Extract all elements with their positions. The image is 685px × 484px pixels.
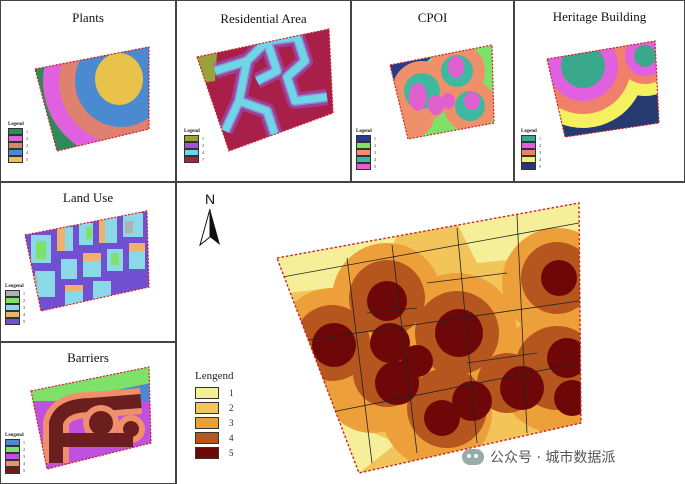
legend-item: 2 <box>521 142 541 149</box>
north-label: N <box>204 191 216 207</box>
legend-item: 5 <box>195 445 234 460</box>
legend-item: 7 <box>184 156 204 163</box>
legend-title: Lengend <box>5 284 24 289</box>
legend-item: 3 <box>521 149 541 156</box>
panel-title: Barriers <box>67 350 109 365</box>
legend-item: 2 <box>195 400 234 415</box>
legend-item: 5 <box>356 163 376 170</box>
legend-item: 2 <box>8 135 28 142</box>
wechat-icon <box>462 449 484 465</box>
legend-item: 5 <box>5 318 25 325</box>
plants-legend: Legend 1 2 3 4 5 <box>8 122 28 163</box>
watermark-text: 公众号 · 城市数据派 <box>490 450 616 466</box>
legend-item: 1 <box>195 385 234 400</box>
legend-item: 3 <box>356 149 376 156</box>
landuse-map <box>24 210 150 312</box>
legend-item: 1 <box>5 439 25 446</box>
legend-item: 4 <box>184 149 204 156</box>
barriers-panel: Barriers Lengend 1 2 3 4 5 <box>0 342 176 484</box>
legend-item: 1 <box>521 135 541 142</box>
plants-panel: Plants Legend 1 2 3 4 5 <box>0 0 176 182</box>
barriers-legend: Lengend 1 2 3 4 5 <box>5 433 25 474</box>
legend-item: 2 <box>5 297 25 304</box>
composite-panel: N <box>176 182 685 484</box>
legend-item: 5 <box>521 163 541 170</box>
cpoi-legend: Legend 1 2 3 4 5 <box>356 129 376 170</box>
residential-panel: Residential Area Legend 1 3 4 7 <box>176 0 351 182</box>
legend-item: 1 <box>8 128 28 135</box>
residential-map <box>196 28 334 152</box>
cpoi-map <box>389 44 495 140</box>
heritage-legend: Legend 1 2 3 4 5 <box>521 129 541 170</box>
legend-item: 1 <box>356 135 376 142</box>
legend-item: 5 <box>5 467 25 474</box>
legend-item: 3 <box>195 415 234 430</box>
north-arrow-icon <box>199 208 220 247</box>
legend-item: 2 <box>356 142 376 149</box>
legend-item: 2 <box>5 446 25 453</box>
heritage-map <box>546 40 660 138</box>
panel-title: Land Use <box>62 190 114 205</box>
legend-item: 3 <box>8 142 28 149</box>
legend-item: 1 <box>5 290 25 297</box>
legend-item: 4 <box>8 149 28 156</box>
legend-item: 5 <box>8 156 28 163</box>
watermark: 公众号 · 城市数据派 <box>462 447 615 467</box>
composite-map <box>276 202 582 474</box>
composite-legend: Lengend 1 2 3 4 5 <box>195 370 234 460</box>
north-arrow: N <box>197 191 223 249</box>
landuse-panel: Land Use <box>0 182 176 342</box>
legend-item: 3 <box>184 142 204 149</box>
legend-item: 4 <box>5 460 25 467</box>
legend-item: 1 <box>184 135 204 142</box>
legend-title: Lengend <box>5 433 24 438</box>
legend-item: 4 <box>195 430 234 445</box>
cpoi-panel: CPOI Legend 1 2 3 4 5 <box>351 0 514 182</box>
legend-item: 4 <box>521 156 541 163</box>
panel-title: Residential Area <box>220 11 307 26</box>
landuse-legend: Lengend 1 2 3 4 5 <box>5 284 25 325</box>
legend-item: 3 <box>5 304 25 311</box>
barriers-map <box>30 366 152 470</box>
legend-title: Legend <box>521 129 537 134</box>
heritage-panel: Heritage Building Legend 1 2 3 4 5 <box>514 0 685 182</box>
panel-title: Heritage Building <box>552 9 647 24</box>
legend-item: 3 <box>5 453 25 460</box>
legend-title: Legend <box>184 129 200 134</box>
panel-title: CPOI <box>417 10 448 25</box>
legend-item: 4 <box>356 156 376 163</box>
legend-title: Legend <box>356 129 372 134</box>
legend-item: 4 <box>5 311 25 318</box>
legend-title: Lengend <box>195 370 234 382</box>
legend-title: Legend <box>8 122 24 127</box>
panel-title: Plants <box>72 10 104 25</box>
plants-map <box>34 46 150 152</box>
residential-legend: Legend 1 3 4 7 <box>184 129 204 163</box>
